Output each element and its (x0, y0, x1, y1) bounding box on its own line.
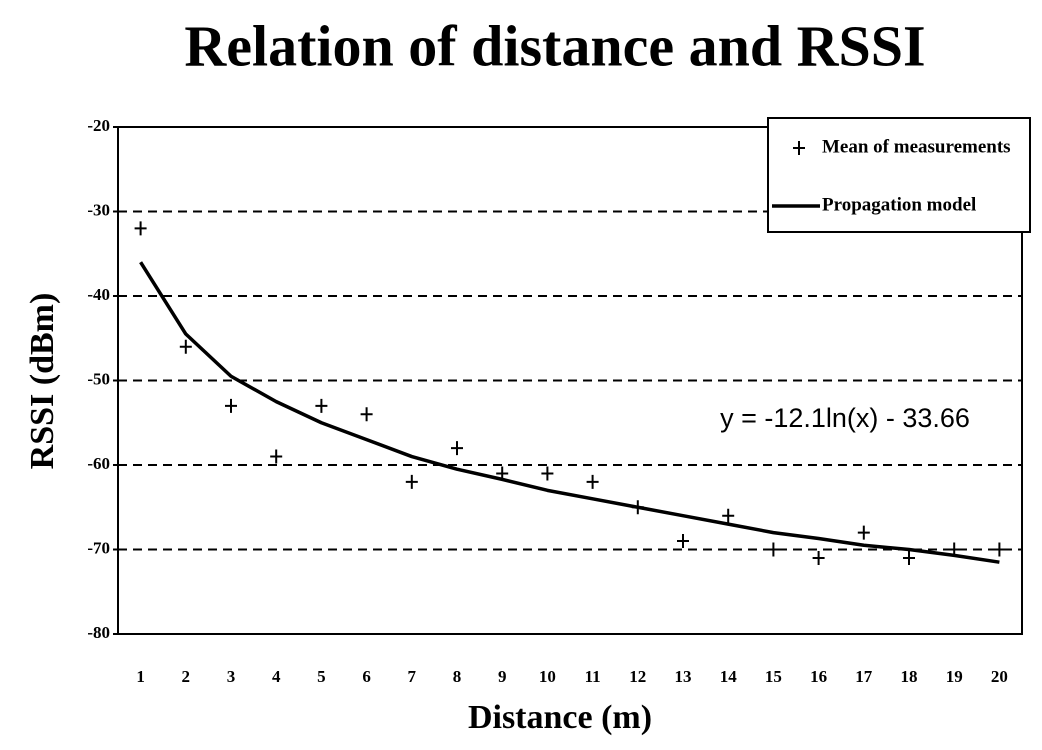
marker (857, 525, 870, 540)
marker (315, 398, 328, 413)
x-tick-label: 12 (629, 667, 646, 686)
marker (541, 466, 554, 481)
x-tick-label: 2 (182, 667, 191, 686)
x-tick-label: 20 (991, 667, 1008, 686)
x-tick-label: 9 (498, 667, 507, 686)
legend-symbol (793, 141, 805, 155)
marker (767, 542, 780, 557)
x-tick-label: 14 (720, 667, 738, 686)
y-tick-label: -60 (87, 454, 110, 473)
x-tick-label: 1 (136, 667, 145, 686)
x-tick-label: 7 (408, 667, 417, 686)
x-tick-label: 10 (539, 667, 556, 686)
marker (812, 550, 825, 565)
y-tick-label: -30 (87, 200, 110, 219)
y-tick-label: -40 (87, 285, 110, 304)
y-tick-label: -70 (87, 538, 110, 557)
plot-border (117, 126, 1023, 635)
legend-label: Propagation model (822, 194, 976, 215)
y-tick-label: -50 (87, 369, 110, 388)
marker (179, 339, 192, 354)
x-tick-label: 16 (810, 667, 827, 686)
marker (451, 441, 463, 456)
x-tick-label: 11 (585, 667, 601, 686)
marker (903, 550, 915, 565)
x-axis-title: Distance (m) (468, 699, 652, 736)
marker (270, 449, 283, 464)
marker (134, 221, 147, 236)
chart-title: Relation of distance and RSSI (184, 13, 925, 78)
x-tick-label: 18 (901, 667, 918, 686)
model-line (139, 261, 1000, 564)
legend-box (767, 117, 1031, 233)
x-tick-label: 15 (765, 667, 782, 686)
marker (677, 534, 689, 549)
x-tick-label: 6 (362, 667, 371, 686)
y-axis-title: RSSI (dBm) (24, 293, 61, 470)
x-tick-label: 19 (946, 667, 963, 686)
annotation: y = -12.1ln(x) - 33.66 (720, 403, 970, 433)
legend-label: Mean of measurements (822, 136, 1011, 157)
marker (722, 508, 735, 523)
marker (405, 474, 418, 489)
x-tick-label: 3 (227, 667, 236, 686)
x-tick-label: 17 (855, 667, 873, 686)
x-tick-label: 8 (453, 667, 462, 686)
y-tick-label: -20 (87, 116, 110, 135)
x-tick-label: 4 (272, 667, 281, 686)
marker (586, 474, 599, 489)
marker (993, 542, 1006, 557)
x-tick-label: 5 (317, 667, 326, 686)
marker (360, 407, 373, 422)
y-tick-label: -80 (87, 623, 110, 642)
marker (225, 398, 237, 413)
x-tick-label: 13 (675, 667, 692, 686)
